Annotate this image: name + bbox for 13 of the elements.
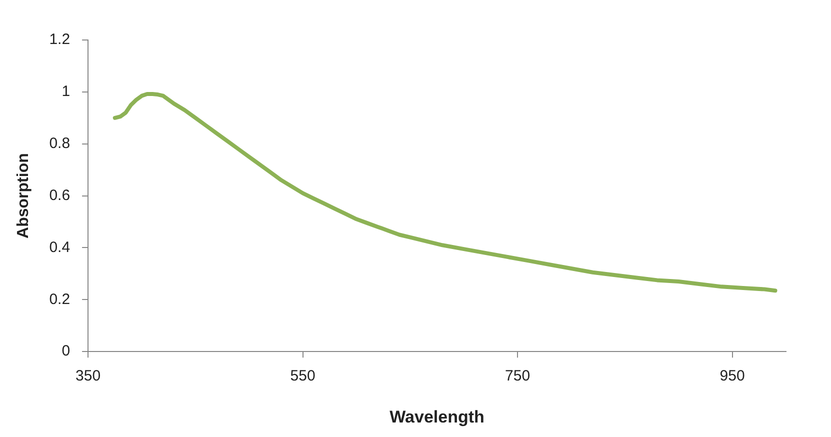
x-tick-label: 350 — [76, 368, 101, 385]
y-tick-label: 1 — [62, 83, 70, 100]
y-tick-label: 1.2 — [49, 31, 70, 48]
x-axis-title: Wavelength — [390, 407, 484, 426]
y-tick-label: 0 — [62, 342, 70, 360]
x-tick-label: 950 — [720, 368, 745, 385]
y-tick-label: 0.4 — [49, 238, 70, 256]
y-axis-title: Absorption — [15, 153, 32, 238]
x-tick-label: 750 — [505, 368, 530, 385]
y-tick-label: 0.6 — [49, 186, 70, 204]
y-tick-label: 0.2 — [49, 290, 70, 308]
y-tick-label: 0.8 — [49, 135, 70, 152]
x-tick-label: 550 — [290, 368, 316, 385]
